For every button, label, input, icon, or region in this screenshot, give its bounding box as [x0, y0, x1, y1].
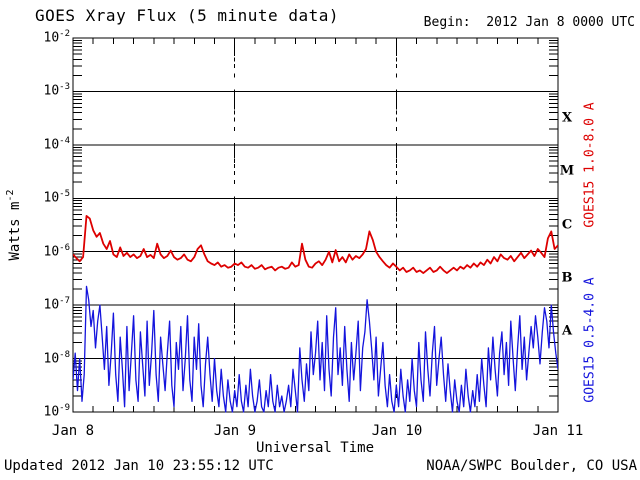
y-axis-title-text: Watts m — [6, 201, 23, 261]
series-label-long-channel: GOES15 1.0-8.0 A — [582, 102, 598, 228]
y-axis-tick-labels: 10-2 10-3 10-4 10-5 10-6 10-7 10-8 10-9 — [0, 0, 71, 480]
flare-class-a: A — [561, 323, 573, 339]
series-label-short-channel: GOES15 0.5-4.0 A — [582, 277, 598, 403]
y-tick-label: 10-4 — [43, 136, 71, 153]
x-tick-label-jan8: Jan 8 — [51, 423, 95, 439]
chart-title: GOES Xray Flux (5 minute data) — [35, 6, 339, 25]
flare-class-c: C — [561, 217, 573, 233]
y-axis-title: Watts m-2 — [5, 189, 23, 260]
y-tick-label: 10-3 — [43, 82, 71, 99]
x-axis-title: Universal Time — [255, 440, 375, 456]
y-tick-label: 10-6 — [43, 242, 71, 260]
y-tick-label: 10-9 — [43, 403, 71, 420]
begin-time-label: Begin: 2012 Jan 8 0000 UTC — [423, 15, 635, 30]
y-tick-label: 10-2 — [43, 29, 71, 46]
x-tick-label-jan9: Jan 9 — [213, 423, 257, 439]
y-tick-label: 10-5 — [43, 189, 71, 206]
x-tick-label-jan11: Jan 11 — [532, 423, 584, 439]
flare-class-x: X — [561, 110, 573, 126]
flare-class-b: B — [561, 270, 573, 286]
updated-timestamp: Updated 2012 Jan 10 23:55:12 UTC — [4, 458, 274, 474]
source-attribution: NOAA/SWPC Boulder, CO USA — [426, 458, 637, 474]
x-tick-label-jan10: Jan 10 — [371, 423, 423, 439]
y-axis-title-exponent: -2 — [5, 189, 17, 202]
y-tick-label: 10-7 — [43, 296, 71, 313]
flare-class-m: M — [559, 163, 575, 179]
y-tick-label: 10-8 — [43, 349, 71, 367]
